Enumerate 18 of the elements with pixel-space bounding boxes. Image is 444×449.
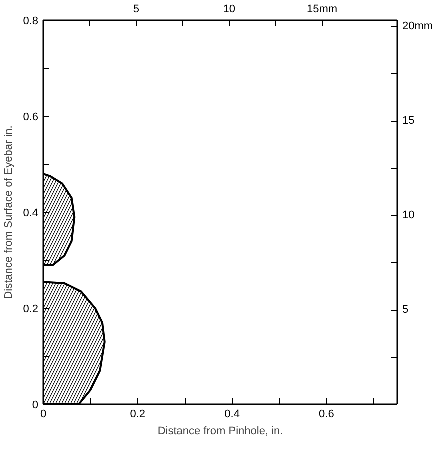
x2-tick-label: 10: [223, 4, 236, 16]
y-tick-label: 0.4: [23, 208, 39, 220]
y-tick-label: 0: [32, 400, 39, 412]
x2-tick-label: 15mm: [306, 4, 338, 16]
x-tick-label: 0.4: [224, 408, 240, 420]
y2-tick-label: 20mm: [402, 20, 434, 33]
x-tick-label: 0.2: [130, 408, 146, 420]
y-tick-label: 0.8: [23, 16, 39, 28]
y-tick-label: 0.2: [23, 304, 39, 316]
y2-tick-label: 15: [402, 115, 415, 128]
y2-tick-label: 10: [402, 210, 415, 222]
x-tick-label: 0.6: [319, 408, 334, 420]
x-axis-title: Distance from Pinhole, in.: [158, 426, 284, 438]
y-tick-label: 0.6: [23, 112, 39, 124]
x-tick-label: 0: [40, 408, 47, 420]
y-axis-title: Distance from Surface of Eyebar in.: [3, 126, 16, 300]
y2-tick-label: 5: [402, 304, 409, 316]
x2-tick-label: 5: [133, 4, 140, 16]
